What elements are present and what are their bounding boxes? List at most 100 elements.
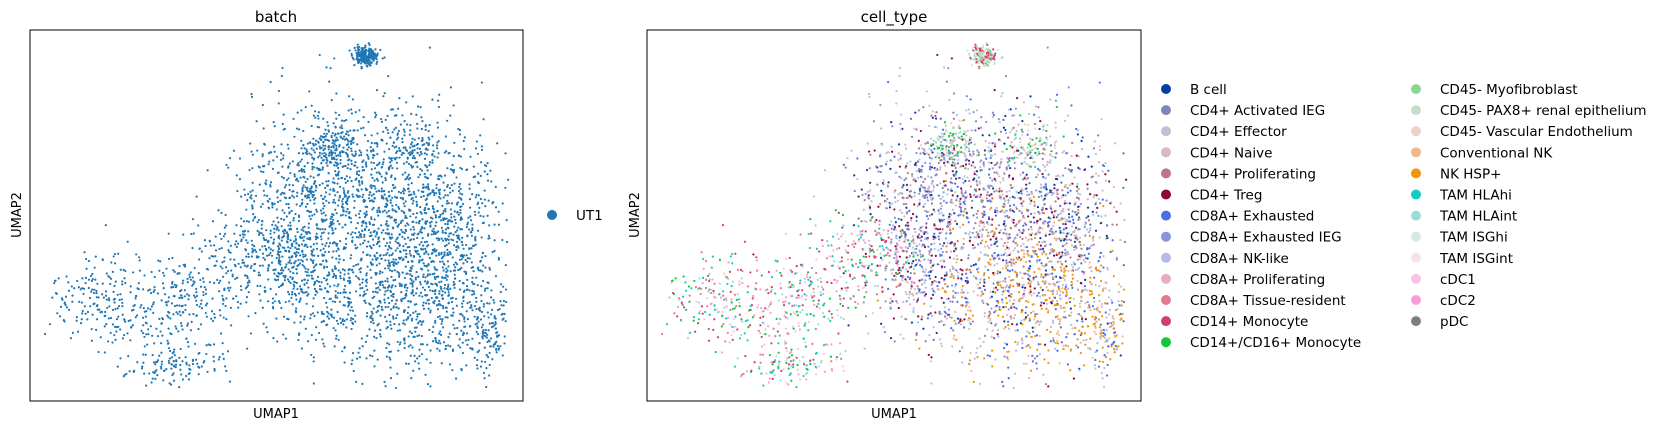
batch-point bbox=[473, 315, 476, 318]
batch-point bbox=[466, 343, 469, 346]
batch-point bbox=[196, 362, 199, 365]
batch-point bbox=[383, 150, 386, 153]
batch-point bbox=[331, 229, 334, 232]
batch-point bbox=[271, 206, 274, 209]
batch-point bbox=[245, 301, 248, 304]
batch-point bbox=[456, 211, 459, 214]
batch-point bbox=[273, 150, 276, 153]
cell-type-point bbox=[991, 230, 994, 233]
batch-point bbox=[126, 332, 129, 335]
batch-point bbox=[484, 360, 487, 364]
batch-point bbox=[403, 189, 407, 192]
batch-point bbox=[223, 256, 226, 259]
cell-type-point bbox=[1070, 155, 1073, 158]
batch-point bbox=[249, 332, 253, 335]
batch-point bbox=[447, 152, 450, 155]
batch-point bbox=[181, 311, 184, 314]
cell-type-point bbox=[1030, 199, 1033, 202]
batch-point bbox=[250, 255, 253, 258]
cell-type-point bbox=[846, 157, 849, 160]
batch-point bbox=[303, 225, 306, 228]
batch-point bbox=[317, 141, 320, 144]
batch-point bbox=[396, 132, 399, 135]
cell-type-point bbox=[969, 185, 972, 188]
batch-point bbox=[339, 151, 342, 154]
cell-type-point bbox=[882, 179, 885, 182]
batch-point bbox=[368, 354, 372, 357]
batch-point bbox=[309, 199, 312, 202]
cell-type-point bbox=[1031, 330, 1035, 333]
batch-point bbox=[159, 365, 163, 368]
batch-point bbox=[473, 292, 476, 296]
batch-point bbox=[150, 381, 153, 384]
cell-type-point bbox=[1042, 264, 1046, 267]
batch-point bbox=[95, 296, 98, 299]
batch-point bbox=[165, 267, 168, 270]
batch-point bbox=[366, 140, 370, 143]
cell-type-point bbox=[1021, 323, 1024, 326]
batch-point bbox=[354, 263, 358, 267]
cell-type-point bbox=[887, 80, 890, 84]
batch-point bbox=[358, 216, 361, 219]
batch-point bbox=[244, 193, 247, 197]
cell-type-point bbox=[921, 225, 924, 228]
batch-point bbox=[302, 184, 305, 187]
batch-point bbox=[501, 202, 504, 205]
batch-point bbox=[346, 179, 349, 183]
batch-point bbox=[311, 162, 314, 165]
batch-point bbox=[332, 316, 336, 319]
cell-type-point bbox=[1008, 260, 1011, 264]
batch-point bbox=[168, 382, 171, 385]
batch-point bbox=[387, 131, 390, 135]
cell-type-point bbox=[1000, 254, 1003, 257]
batch-point bbox=[374, 48, 377, 51]
batch-point bbox=[172, 286, 175, 289]
cell-type-point bbox=[979, 195, 982, 199]
cell-type-point bbox=[1028, 267, 1031, 270]
cell-type-point bbox=[952, 154, 956, 157]
batch-point bbox=[481, 270, 484, 273]
batch-point bbox=[197, 327, 200, 331]
batch-point bbox=[431, 135, 434, 138]
batch-point bbox=[178, 310, 181, 313]
batch-point bbox=[444, 135, 447, 138]
batch-point bbox=[409, 164, 413, 167]
batch-point bbox=[141, 365, 144, 368]
batch-point bbox=[341, 205, 344, 208]
batch-point bbox=[470, 247, 473, 250]
batch-point bbox=[373, 179, 376, 182]
cell-type-point bbox=[1053, 284, 1057, 287]
batch-point bbox=[203, 285, 206, 289]
cell-type-point bbox=[1028, 259, 1031, 263]
batch-point bbox=[245, 208, 248, 211]
batch-point bbox=[251, 153, 255, 156]
batch-point bbox=[160, 322, 163, 325]
batch-point bbox=[386, 280, 389, 283]
batch-point bbox=[343, 269, 346, 272]
cell-type-point bbox=[902, 337, 905, 340]
batch-point bbox=[353, 164, 357, 167]
batch-point bbox=[426, 148, 429, 151]
batch-point bbox=[453, 327, 456, 330]
batch-point bbox=[403, 337, 406, 340]
batch-point bbox=[221, 261, 224, 264]
cell-type-point bbox=[1055, 152, 1058, 155]
batch-point bbox=[432, 325, 435, 328]
batch-point bbox=[268, 160, 271, 163]
batch-point bbox=[416, 322, 420, 325]
cell-type-point bbox=[1070, 104, 1073, 107]
cell-type-point bbox=[1010, 317, 1013, 320]
batch-point bbox=[304, 180, 307, 184]
batch-point bbox=[480, 145, 484, 148]
batch-point bbox=[113, 325, 117, 329]
batch-point bbox=[453, 141, 456, 145]
batch-point bbox=[375, 141, 378, 145]
cell-type-point bbox=[1103, 164, 1106, 168]
batch-point bbox=[154, 363, 157, 366]
batch-point bbox=[439, 317, 442, 321]
batch-point bbox=[502, 304, 505, 307]
batch-point bbox=[405, 160, 408, 164]
batch-point bbox=[370, 49, 373, 52]
batch-point bbox=[336, 220, 339, 223]
batch-point bbox=[499, 290, 502, 294]
